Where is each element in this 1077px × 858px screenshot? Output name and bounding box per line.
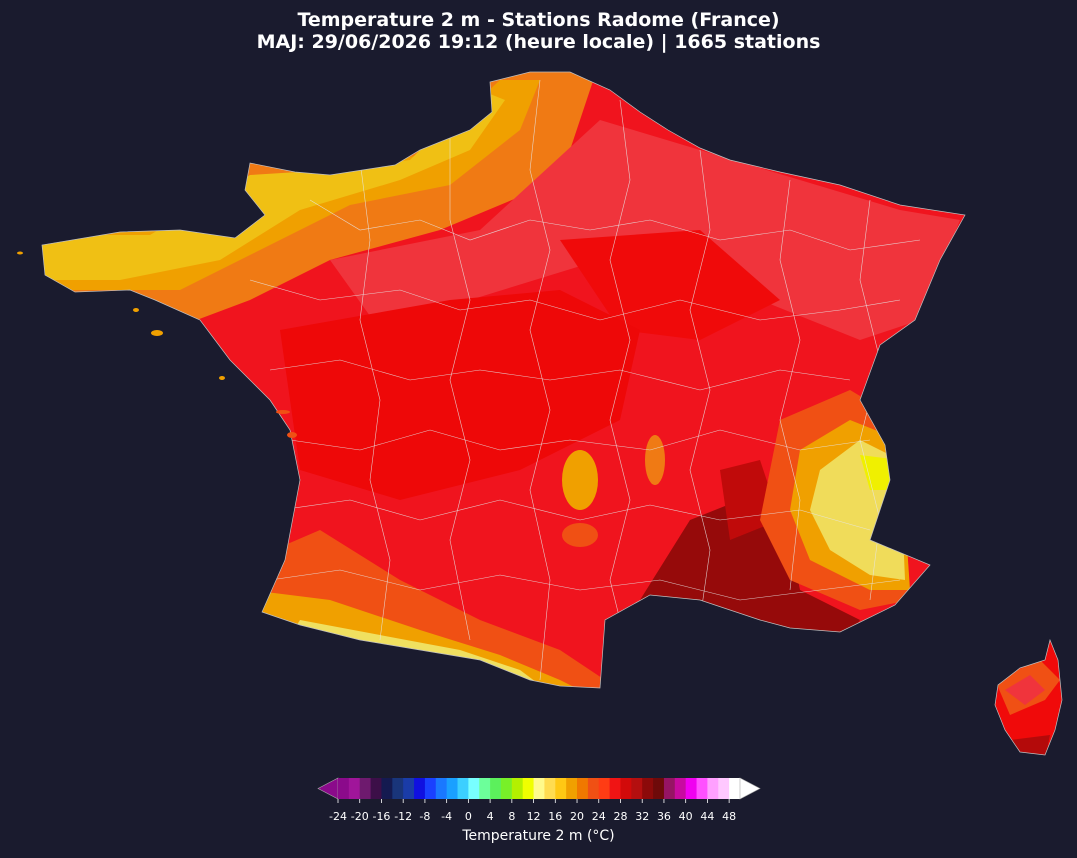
colorbar-swatch — [414, 778, 426, 799]
colorbar-swatch — [696, 778, 708, 799]
colorbar-swatch — [490, 778, 502, 799]
colorbar-tick-label: -24 — [329, 810, 347, 823]
colorbar-swatch — [435, 778, 448, 799]
colorbar-swatch — [653, 778, 665, 799]
colorbar-tick-label: 40 — [678, 810, 693, 823]
colorbar-tick-label: -20 — [350, 810, 369, 823]
colorbar-swatch — [598, 778, 611, 799]
colorbar-swatch — [359, 778, 371, 799]
colorbar-swatch — [479, 778, 491, 799]
corsica — [995, 640, 1062, 755]
france-mainland — [42, 72, 965, 688]
colorbar-tick-label: 12 — [526, 810, 541, 823]
colorbar-swatch — [555, 778, 567, 799]
colorbar-swatch — [663, 778, 676, 799]
colorbar-tick-label: 32 — [635, 810, 650, 823]
colorbar-swatch — [511, 778, 524, 799]
colorbar-swatch — [587, 778, 600, 799]
colorbar-tick-label: 28 — [613, 810, 628, 823]
department-borders — [249, 79, 921, 681]
colorbar-swatch — [718, 778, 730, 799]
colorbar-tick-label: 4 — [486, 810, 494, 823]
france-outline — [41, 71, 966, 689]
colorbar-swatch — [403, 778, 415, 799]
colorbar-swatch — [566, 778, 578, 799]
colorbar-swatch — [685, 778, 697, 799]
colorbar-swatch — [707, 778, 719, 799]
colorbar — [317, 777, 761, 803]
colorbar-tick-label: -8 — [419, 810, 431, 823]
colorbar-swatch — [338, 778, 350, 799]
colorbar-tick-label: -12 — [394, 810, 413, 823]
colorbar-tick-label: -16 — [372, 810, 391, 823]
colorbar-swatch — [381, 778, 393, 799]
colorbar-extend-high — [739, 777, 761, 800]
colorbar-tick-label: -4 — [441, 810, 453, 823]
colorbar-swatch — [424, 778, 437, 799]
colorbar-swatch — [533, 778, 545, 799]
colorbar-label: Temperature 2 m (°C) — [462, 828, 615, 844]
colorbar-swatch — [446, 778, 458, 799]
colorbar-tick-label: 48 — [722, 810, 737, 823]
map-title: Temperature 2 m - Stations Radome (Franc… — [297, 9, 780, 31]
colorbar-tick-label: 24 — [591, 810, 606, 823]
colorbar-swatch — [468, 778, 480, 799]
corsica-outline — [994, 638, 1063, 756]
colorbar-extend-low — [317, 777, 339, 800]
colorbar-swatch — [620, 778, 632, 799]
colorbar-tick-label: 0 — [464, 810, 472, 823]
map-subtitle: MAJ: 29/06/2026 19:12 (heure locale) | 1… — [256, 31, 821, 53]
colorbar-swatch — [392, 778, 404, 799]
colorbar-tick-label: 16 — [548, 810, 563, 823]
colorbar-tick-label: 36 — [656, 810, 671, 823]
colorbar-swatch — [674, 778, 687, 799]
colorbar-swatch — [370, 778, 382, 799]
colorbar-swatch — [642, 778, 654, 799]
colorbar-tick-label: 44 — [700, 810, 715, 823]
colorbar-swatch — [631, 778, 643, 799]
colorbar-swatch — [544, 778, 556, 799]
colorbar-swatch — [348, 778, 361, 799]
colorbar-tick-label: 20 — [570, 810, 585, 823]
atlantic-islands — [17, 251, 297, 438]
colorbar-swatch — [577, 778, 589, 799]
colorbar-swatch — [457, 778, 469, 799]
colorbar-swatch — [609, 778, 621, 799]
colorbar-swatch — [522, 778, 534, 799]
colorbar-swatch — [729, 778, 741, 799]
colorbar-tick-label: 8 — [508, 810, 516, 823]
colorbar-swatch — [500, 778, 513, 799]
